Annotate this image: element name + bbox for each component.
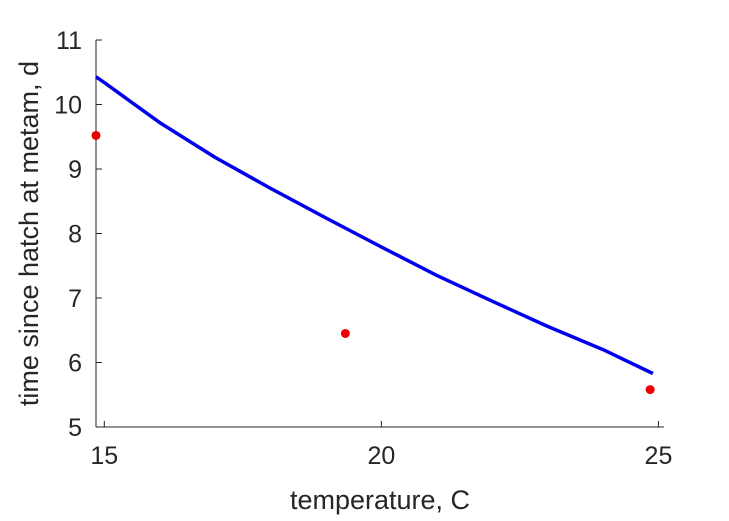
x-axis: 15 20 25 bbox=[90, 421, 672, 470]
y-tick-label: 10 bbox=[54, 92, 82, 120]
x-tick-label: 20 bbox=[367, 442, 395, 470]
data-point bbox=[340, 328, 350, 338]
x-ticks: 15 20 25 bbox=[90, 421, 672, 470]
fit-curve-line bbox=[94, 75, 654, 376]
y-axis: 5 6 7 8 9 10 11 bbox=[54, 27, 102, 442]
x-tick-label: 25 bbox=[645, 442, 673, 470]
x-tick-label: 15 bbox=[90, 442, 118, 470]
plot-series bbox=[91, 75, 655, 395]
y-tick-label: 11 bbox=[56, 27, 82, 55]
y-tick-label: 8 bbox=[68, 221, 82, 249]
y-tick-label: 9 bbox=[68, 156, 82, 184]
data-point bbox=[91, 130, 101, 140]
y-ticks: 5 6 7 8 9 10 11 bbox=[54, 27, 102, 442]
data-point bbox=[645, 385, 655, 395]
x-axis-label: temperature, C bbox=[290, 485, 470, 515]
y-tick-label: 7 bbox=[68, 285, 82, 313]
y-tick-label: 5 bbox=[68, 414, 82, 442]
y-axis-label: time since hatch at metam, d bbox=[14, 61, 44, 406]
y-tick-label: 6 bbox=[68, 350, 82, 378]
